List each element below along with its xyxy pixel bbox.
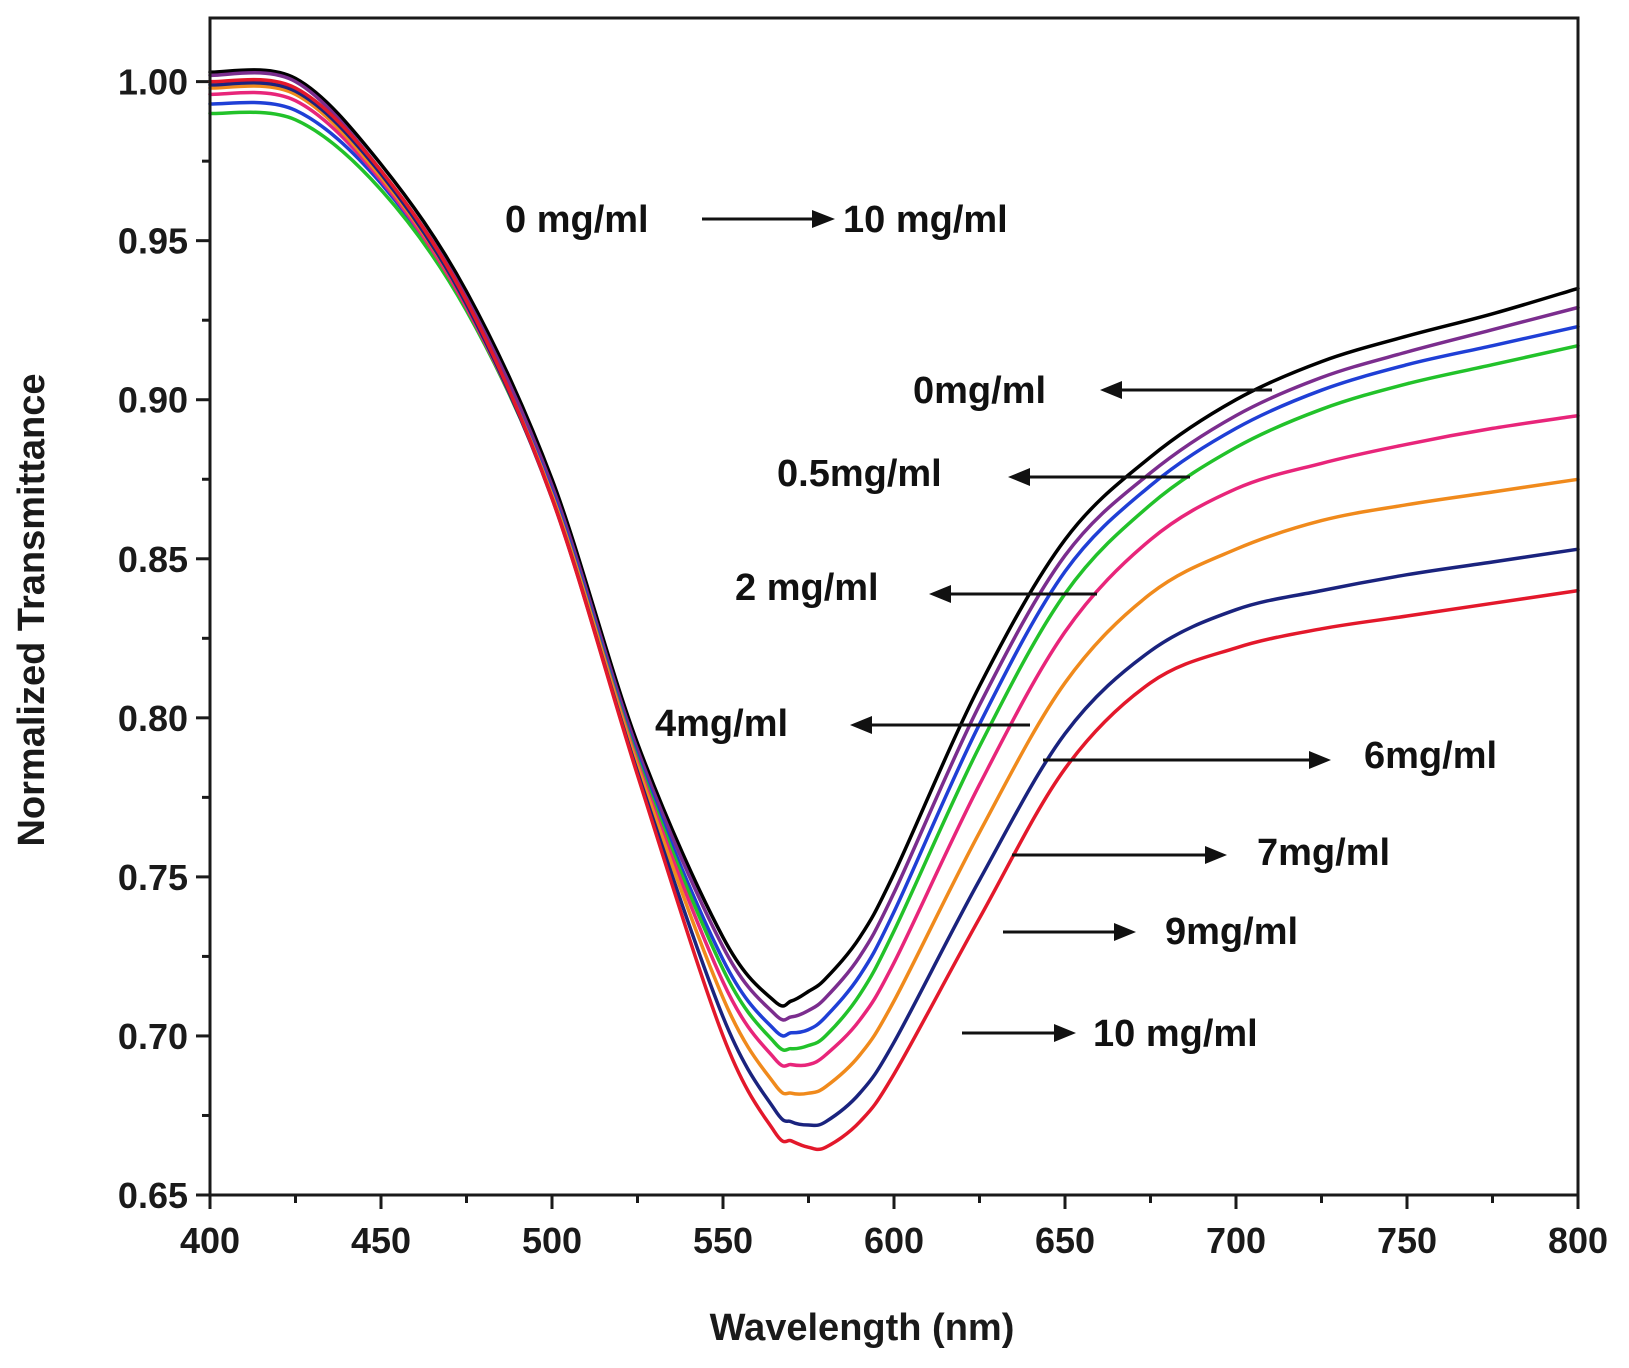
tick-label-layer: 400 450 500 550 600 650 700 750 800 0.65 0.70 0.75 0… [118,62,1608,1261]
x-tick-label-550: 550 [693,1220,753,1261]
series-line-0 [208,68,1580,1008]
x-tick-label-800: 800 [1548,1220,1608,1261]
x-tick-label-700: 700 [1206,1220,1266,1261]
annotation-arrowhead-2 [929,585,951,603]
annotation-label-0-5: 0.5mg/ml [777,453,942,495]
tick-layer [196,80,1580,1209]
annotation-label-9: 9mg/ml [1165,911,1298,953]
annotation-label-0: 0mg/ml [913,370,1046,412]
y-axis-title: Normalized Transmittance [11,373,53,846]
y-tick-label-4: 0.85 [118,539,188,580]
annotation-range-start: 0 mg/ml [505,199,649,241]
y-tick-label-0: 0.65 [118,1175,188,1216]
y-tick-label-2: 0.75 [118,857,188,898]
x-tick-label-400: 400 [180,1220,240,1261]
annotation-arrowhead-10 [1054,1024,1076,1042]
annotation-label-2: 2 mg/ml [735,567,879,609]
annotation-label-6: 6mg/ml [1364,735,1497,777]
x-tick-label-450: 450 [351,1220,411,1261]
series-layer [208,68,1580,1152]
annotation-label-7: 7mg/ml [1257,832,1390,874]
annotation-label-10: 10 mg/ml [1093,1013,1258,1055]
series-line-1 [208,71,1580,1022]
annotation-arrowhead-7 [1205,846,1227,864]
x-tick-label-600: 600 [864,1220,924,1261]
annotation-arrowhead-0-5 [1008,468,1030,486]
y-tick-label-7: 1.00 [118,62,188,103]
annotation-arrowhead-9 [1114,923,1136,941]
x-tick-label-750: 750 [1377,1220,1437,1261]
annotation-arrowhead-6 [1309,751,1331,769]
y-tick-label-6: 0.95 [118,221,188,262]
plot-frame [208,16,1580,1197]
annotation-range-arrowhead [812,210,835,228]
series-line-7 [208,77,1580,1152]
y-tick-label-3: 0.80 [118,698,188,739]
annotation-arrowhead-4 [850,716,872,734]
annotation-arrowhead-0 [1100,381,1122,399]
x-axis-title: Wavelength (nm) [710,1307,1015,1349]
x-tick-label-650: 650 [1035,1220,1095,1261]
y-tick-label-1: 0.70 [118,1016,188,1057]
annotation-range-end: 10 mg/ml [843,199,1008,241]
annotation-layer: 0 mg/ml 10 mg/ml 0mg/ml 0.5mg/ml 2 mg/ml… [505,199,1497,1055]
annotation-label-4: 4mg/ml [655,703,788,745]
x-tick-label-500: 500 [522,1220,582,1261]
y-tick-label-5: 0.90 [118,380,188,421]
